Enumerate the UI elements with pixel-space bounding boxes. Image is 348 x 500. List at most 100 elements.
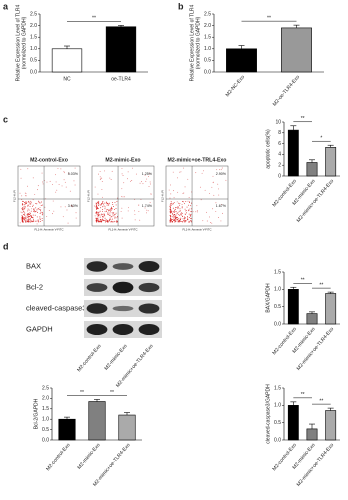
- flow-event: [39, 217, 41, 219]
- y-axis-label: Relative Expression Level of TLR4: [15, 4, 21, 81]
- flow-event: [25, 195, 27, 197]
- flow-event: [96, 220, 98, 222]
- flow-event: [144, 207, 146, 209]
- panel-label: a: [3, 1, 9, 11]
- flow-event: [95, 212, 97, 213]
- flow-event: [26, 202, 28, 204]
- flow-event: [217, 217, 219, 218]
- flow-event: [174, 210, 176, 212]
- flow-event: [149, 202, 151, 204]
- flow-event: [134, 213, 136, 215]
- flow-event: [22, 201, 24, 202]
- error-bar: [290, 125, 297, 131]
- panel-label: c: [3, 114, 8, 124]
- flow-event: [97, 217, 99, 219]
- flow-event: [116, 197, 118, 199]
- flow-event: [149, 183, 151, 185]
- flow-event: [37, 211, 39, 213]
- flow-event: [171, 216, 173, 218]
- flow-event: [184, 208, 186, 210]
- flow-event: [19, 222, 21, 224]
- flow-event: [28, 218, 30, 220]
- flow-event: [170, 204, 172, 206]
- flow-event: [122, 196, 124, 198]
- flow-event: [27, 185, 28, 187]
- flow-event: [67, 222, 69, 224]
- flow-event: [112, 204, 114, 206]
- flow-event: [115, 212, 117, 214]
- flow-event: [178, 217, 180, 219]
- flow-event: [55, 181, 57, 183]
- flow-event: [107, 221, 109, 223]
- flow-event: [29, 221, 31, 223]
- flow-event: [100, 213, 102, 215]
- flow-event: [39, 213, 41, 214]
- flow-event: [33, 208, 35, 210]
- flow-event: [150, 193, 152, 195]
- flow-event: [174, 219, 175, 221]
- flow-event: [134, 219, 136, 221]
- flow-event: [170, 184, 171, 186]
- flow-event: [112, 213, 114, 214]
- flow-event: [218, 188, 219, 190]
- y-tick-label: 0.0: [274, 437, 281, 443]
- flow-event: [21, 212, 23, 214]
- flow-event: [30, 213, 31, 214]
- x-tick-label: M2-mimic-Exo: [76, 442, 101, 470]
- protein-label: Bcl-2: [26, 282, 43, 291]
- y-axis-label: BAX/GAPDH: [265, 283, 271, 313]
- flow-event: [185, 213, 186, 215]
- protein-label: cleaved-caspase3: [26, 303, 86, 312]
- x-tick-label: NC: [63, 76, 71, 82]
- flow-event: [111, 202, 113, 203]
- flow-event: [37, 208, 39, 210]
- flow-event: [19, 192, 21, 194]
- flow-event: [104, 206, 106, 208]
- flow-x-label: FL1-H::Annexin V-FITC: [182, 228, 211, 232]
- y-tick-label: 0.5: [30, 58, 37, 64]
- flow-event: [187, 200, 189, 202]
- quadrant-value: 1.74%: [142, 204, 153, 208]
- flow-event: [146, 212, 148, 214]
- flow-event: [120, 210, 122, 212]
- flow-event: [21, 221, 23, 223]
- y-tick-label: 1.5: [42, 406, 49, 412]
- flow-event: [99, 216, 101, 218]
- flow-event: [175, 216, 177, 218]
- flow-event: [212, 182, 214, 184]
- flow-event: [184, 219, 186, 221]
- flow-event: [23, 219, 25, 221]
- flow-event: [176, 217, 177, 219]
- flow-event: [102, 218, 103, 220]
- flow-event: [177, 217, 179, 219]
- flow-event: [168, 189, 170, 191]
- flow-event: [27, 214, 29, 216]
- x-tick-label: M2-mimic+oe-TLR4-Exo: [296, 178, 336, 224]
- flow-event: [58, 184, 60, 186]
- flow-event: [172, 203, 173, 205]
- flow-event: [174, 221, 176, 223]
- flow-event: [212, 208, 214, 210]
- bar: [88, 401, 106, 441]
- flow-event: [57, 167, 59, 169]
- flow-event: [37, 189, 38, 191]
- flow-event: [44, 206, 46, 208]
- flow-event: [40, 211, 42, 213]
- flow-event: [187, 178, 189, 180]
- flow-event: [221, 167, 223, 169]
- flow-event: [220, 220, 222, 222]
- flow-event: [97, 212, 99, 214]
- flow-event: [185, 220, 187, 222]
- protein-label: GAPDH: [26, 324, 53, 333]
- flow-event: [179, 208, 181, 210]
- flow-event: [96, 204, 98, 206]
- flow-event: [22, 209, 24, 211]
- flow-event: [170, 209, 172, 211]
- error-bar: [327, 407, 334, 411]
- flow-event: [216, 169, 218, 171]
- flow-event: [27, 201, 29, 203]
- flow-event: [34, 209, 35, 211]
- flow-event: [72, 206, 73, 208]
- flow-event: [170, 220, 172, 222]
- flow-event: [21, 199, 23, 201]
